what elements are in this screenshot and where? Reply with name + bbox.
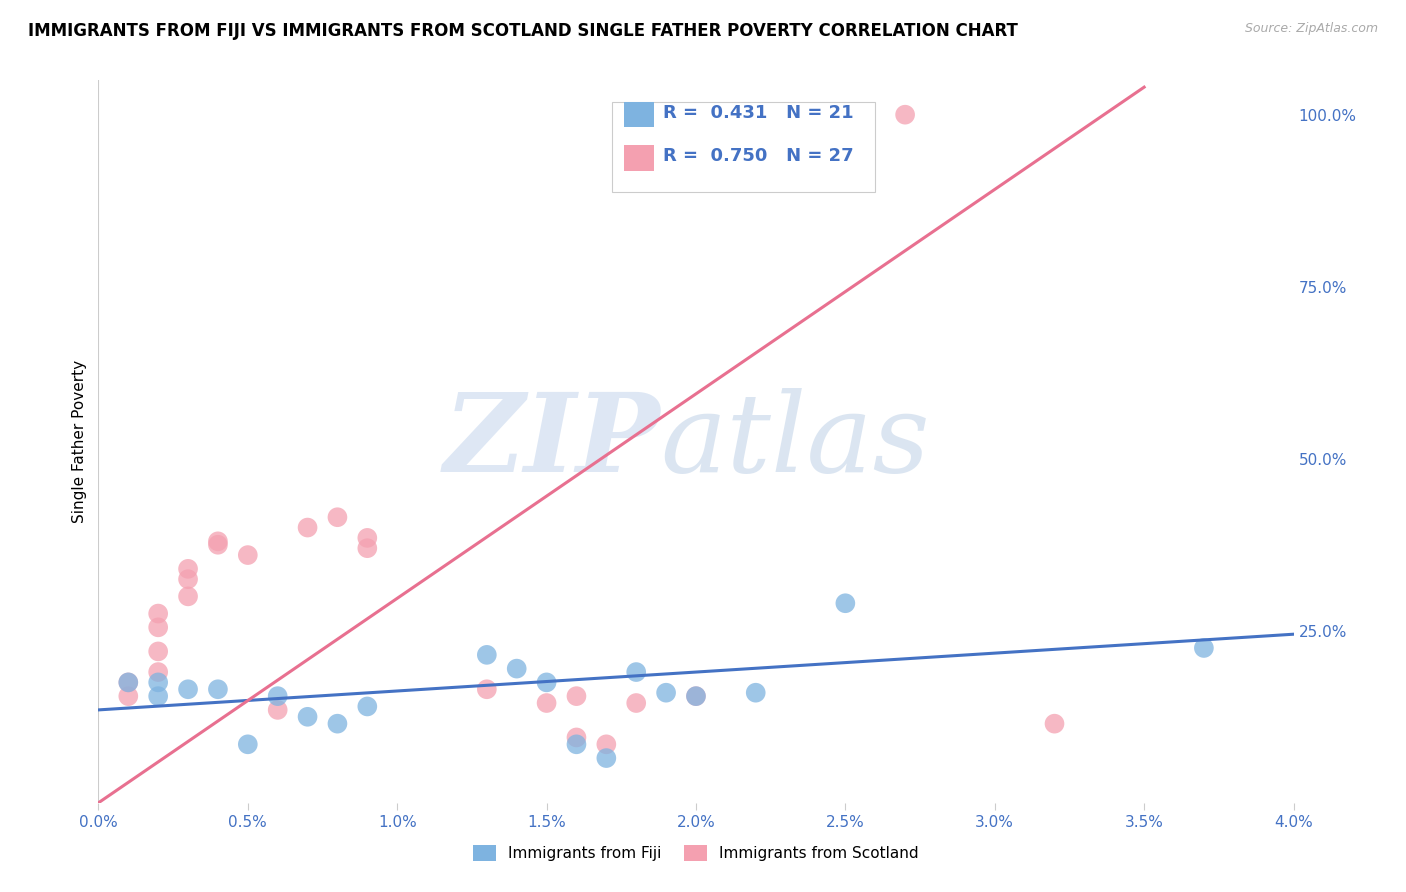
Point [236, 737, 259, 751]
Point [148, 644, 170, 658]
Point [236, 548, 259, 562]
Point [655, 686, 678, 700]
Point [745, 686, 768, 700]
Point [148, 620, 170, 634]
Text: R =  0.431   N = 21: R = 0.431 N = 21 [662, 103, 853, 122]
Point [267, 689, 290, 703]
Point [297, 710, 319, 724]
Point [745, 108, 768, 122]
Text: IMMIGRANTS FROM FIJI VS IMMIGRANTS FROM SCOTLAND SINGLE FATHER POVERTY CORRELATI: IMMIGRANTS FROM FIJI VS IMMIGRANTS FROM … [28, 22, 1018, 40]
Point [207, 682, 229, 697]
Point [626, 665, 648, 679]
Point [894, 108, 917, 122]
Point [356, 531, 378, 545]
Point [326, 510, 349, 524]
Point [177, 572, 200, 586]
Y-axis label: Single Father Poverty: Single Father Poverty [72, 360, 87, 523]
Point [475, 648, 498, 662]
Bar [624, 102, 654, 128]
Point [475, 682, 498, 697]
Text: atlas: atlas [661, 388, 929, 495]
Point [148, 675, 170, 690]
Point [685, 689, 707, 703]
Point [1192, 640, 1215, 655]
Point [506, 662, 529, 676]
Point [536, 696, 558, 710]
Point [148, 665, 170, 679]
FancyBboxPatch shape [613, 102, 876, 193]
Point [297, 520, 319, 534]
Point [565, 689, 588, 703]
Point [326, 716, 349, 731]
Point [117, 675, 139, 690]
Point [356, 541, 378, 556]
Point [148, 689, 170, 703]
Point [177, 590, 200, 604]
Point [1043, 716, 1066, 731]
Point [177, 682, 200, 697]
Point [834, 596, 856, 610]
Point [536, 675, 558, 690]
Text: ZIP: ZIP [443, 388, 661, 495]
Point [207, 538, 229, 552]
Point [626, 696, 648, 710]
Point [685, 689, 707, 703]
Bar [624, 145, 654, 170]
Point [177, 562, 200, 576]
Point [117, 675, 139, 690]
Point [117, 689, 139, 703]
Text: R =  0.750   N = 27: R = 0.750 N = 27 [662, 147, 853, 165]
Point [595, 751, 617, 765]
Point [565, 731, 588, 745]
Legend: Immigrants from Fiji, Immigrants from Scotland: Immigrants from Fiji, Immigrants from Sc… [467, 839, 925, 867]
Text: Source: ZipAtlas.com: Source: ZipAtlas.com [1244, 22, 1378, 36]
Point [148, 607, 170, 621]
Point [356, 699, 378, 714]
Point [207, 534, 229, 549]
Point [267, 703, 290, 717]
Point [595, 737, 617, 751]
Point [565, 737, 588, 751]
